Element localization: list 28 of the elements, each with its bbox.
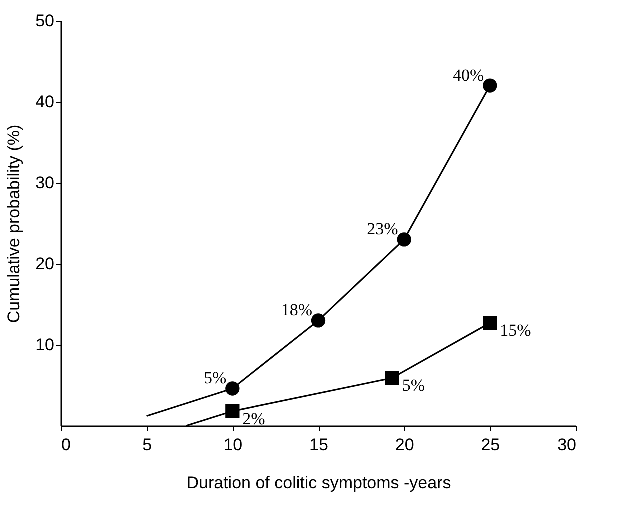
point xyxy=(311,314,326,328)
x-tick-label: 0 xyxy=(62,436,71,454)
x-axis-title: Duration of colitic symptoms -years xyxy=(186,474,452,492)
x-tick-label: 5 xyxy=(142,436,152,454)
y-tick-label: 40 xyxy=(36,92,54,112)
point xyxy=(483,316,498,330)
point xyxy=(483,78,498,93)
annotation: 23% xyxy=(367,220,398,239)
annotation: 2% xyxy=(242,409,266,428)
point xyxy=(226,382,240,396)
x-tick-label: 10 xyxy=(224,436,243,454)
x-tick-label: 20 xyxy=(395,436,414,454)
x-tick-label: 15 xyxy=(310,436,328,454)
y-tick-label: 50 xyxy=(36,12,54,30)
point xyxy=(226,404,240,418)
annotation: 18% xyxy=(281,300,312,320)
y-tick-label: 20 xyxy=(36,254,54,274)
annotation: 5% xyxy=(402,376,425,396)
point xyxy=(385,371,400,386)
y-tick-label: 30 xyxy=(36,174,54,192)
x-tick-label: 30 xyxy=(558,436,576,454)
y-axis-title: Cumulative probability (%) xyxy=(4,124,24,324)
annotation: 5% xyxy=(204,368,227,388)
annotation: 40% xyxy=(452,66,484,85)
annotation: 15% xyxy=(500,321,532,340)
point xyxy=(397,232,412,247)
x-tick-label: 25 xyxy=(481,436,500,454)
y-tick-label: 10 xyxy=(36,336,54,354)
